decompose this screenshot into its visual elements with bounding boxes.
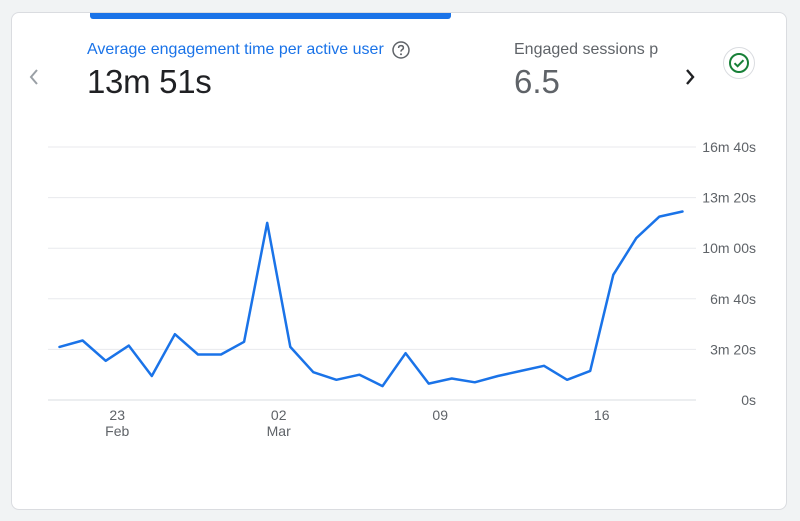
y-tick-label: 13m 20s	[702, 190, 756, 206]
y-tick-label: 16m 40s	[702, 139, 756, 155]
chart-grid	[48, 146, 696, 401]
metric-label: Engaged sessions p	[514, 41, 659, 58]
help-circle-icon[interactable]	[392, 41, 410, 59]
x-tick-label: 09	[432, 407, 448, 423]
metric-tab-engagement-time[interactable]: Average engagement time per active user …	[87, 41, 467, 101]
metric-value: 6.5	[514, 63, 560, 100]
x-tick-label: 23	[109, 407, 125, 423]
metric-label: Average engagement time per active user	[87, 41, 384, 58]
line-chart: 0s 3m 20s 6m 40s 10m 00s 13m 20s 16m 40s 23Fe…	[48, 139, 756, 439]
y-tick-label: 6m 40s	[710, 291, 756, 307]
y-tick-label: 0s	[741, 392, 756, 408]
next-metric-button[interactable]	[676, 63, 704, 91]
x-tick-sublabel: Feb	[105, 423, 129, 439]
x-tick-label: 02	[271, 407, 287, 423]
chart-series	[58, 210, 684, 388]
x-tick-sublabel: Mar	[267, 423, 291, 439]
x-tick-label: 16	[594, 407, 610, 423]
active-tab-indicator	[90, 13, 451, 19]
chevron-left-icon	[29, 69, 38, 85]
metric-value: 13m 51s	[87, 63, 212, 100]
previous-metric-button[interactable]	[20, 63, 48, 91]
y-tick-label: 3m 20s	[710, 341, 756, 357]
y-axis: 0s 3m 20s 6m 40s 10m 00s 13m 20s 16m 40s	[702, 139, 756, 408]
series-line	[58, 210, 684, 388]
status-button[interactable]	[723, 47, 755, 79]
metric-tab-engaged-sessions[interactable]: Engaged sessions p 6.5	[514, 41, 669, 101]
chevron-right-icon	[686, 69, 695, 85]
metric-card: Average engagement time per active user …	[11, 12, 787, 510]
y-tick-label: 10m 00s	[702, 240, 756, 256]
check-circle-icon	[729, 53, 749, 73]
